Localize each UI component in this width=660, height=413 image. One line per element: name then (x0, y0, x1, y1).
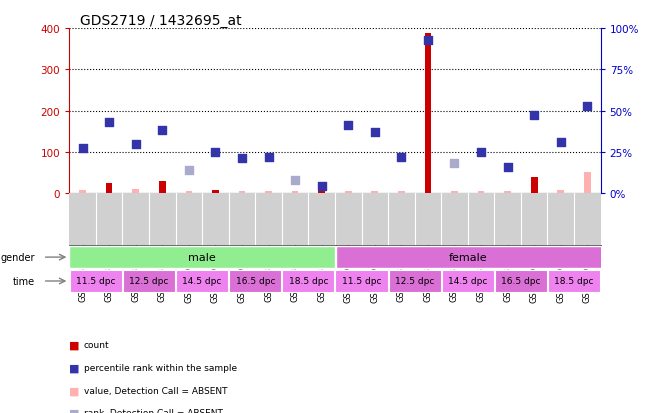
Bar (584, 173, 591, 194)
Point (131, 141, 141, 147)
Point (343, 123, 354, 129)
Text: ■: ■ (69, 408, 80, 413)
Bar (185, 192, 192, 194)
Text: 18.5 dpc: 18.5 dpc (288, 277, 328, 286)
Text: 12.5 dpc: 12.5 dpc (395, 277, 434, 286)
Bar (123, 271, 175, 292)
Text: 16.5 dpc: 16.5 dpc (236, 277, 275, 286)
Bar (531, 177, 537, 194)
Point (370, 129, 380, 136)
Text: value, Detection Call = ABSENT: value, Detection Call = ABSENT (84, 386, 227, 395)
Bar (548, 271, 600, 292)
Text: GDS2719 / 1432695_at: GDS2719 / 1432695_at (80, 14, 242, 28)
Bar (504, 192, 511, 194)
Bar (398, 192, 405, 194)
Bar (70, 271, 122, 292)
Text: gender: gender (0, 252, 35, 263)
Bar (442, 271, 494, 292)
Point (290, 177, 300, 184)
Text: rank, Detection Call = ABSENT: rank, Detection Call = ABSENT (84, 408, 222, 413)
Text: 18.5 dpc: 18.5 dpc (554, 277, 594, 286)
Bar (335, 271, 387, 292)
Text: 11.5 dpc: 11.5 dpc (76, 277, 116, 286)
Bar (176, 271, 228, 292)
Bar (389, 271, 441, 292)
Bar (478, 192, 484, 194)
Text: percentile rank within the sample: percentile rank within the sample (84, 363, 237, 372)
Point (77, 146, 88, 152)
Bar (451, 192, 458, 194)
Point (476, 149, 486, 156)
Bar (265, 192, 272, 194)
Bar (229, 271, 281, 292)
Bar (159, 182, 166, 194)
Bar (424, 34, 431, 194)
Point (316, 184, 327, 190)
Text: count: count (84, 340, 110, 349)
Point (237, 156, 248, 162)
Text: ■: ■ (69, 363, 80, 373)
Bar (69, 247, 335, 268)
Bar (239, 191, 246, 194)
Point (449, 161, 460, 167)
Point (529, 113, 539, 119)
Text: ■: ■ (69, 385, 80, 395)
Bar (79, 190, 86, 194)
Point (104, 119, 114, 126)
Bar (558, 190, 564, 194)
Point (157, 128, 168, 134)
Text: 12.5 dpc: 12.5 dpc (129, 277, 169, 286)
Bar (133, 190, 139, 194)
Bar (212, 190, 218, 194)
Text: 11.5 dpc: 11.5 dpc (342, 277, 381, 286)
Point (502, 164, 513, 171)
Bar (372, 192, 378, 194)
Bar (495, 271, 547, 292)
Point (422, 37, 433, 44)
Point (183, 167, 194, 174)
Bar (345, 192, 352, 194)
Text: 14.5 dpc: 14.5 dpc (182, 277, 222, 286)
Text: female: female (448, 252, 487, 263)
Text: 14.5 dpc: 14.5 dpc (448, 277, 488, 286)
Text: male: male (188, 252, 216, 263)
Point (582, 103, 593, 109)
Text: 16.5 dpc: 16.5 dpc (501, 277, 541, 286)
Point (210, 149, 220, 156)
Bar (318, 183, 325, 194)
Bar (106, 183, 112, 194)
Bar (292, 191, 298, 194)
Bar (282, 271, 335, 292)
Text: time: time (13, 276, 35, 286)
Text: ■: ■ (69, 340, 80, 350)
Point (263, 154, 274, 161)
Point (396, 154, 407, 161)
Bar (337, 247, 602, 268)
Point (556, 139, 566, 146)
